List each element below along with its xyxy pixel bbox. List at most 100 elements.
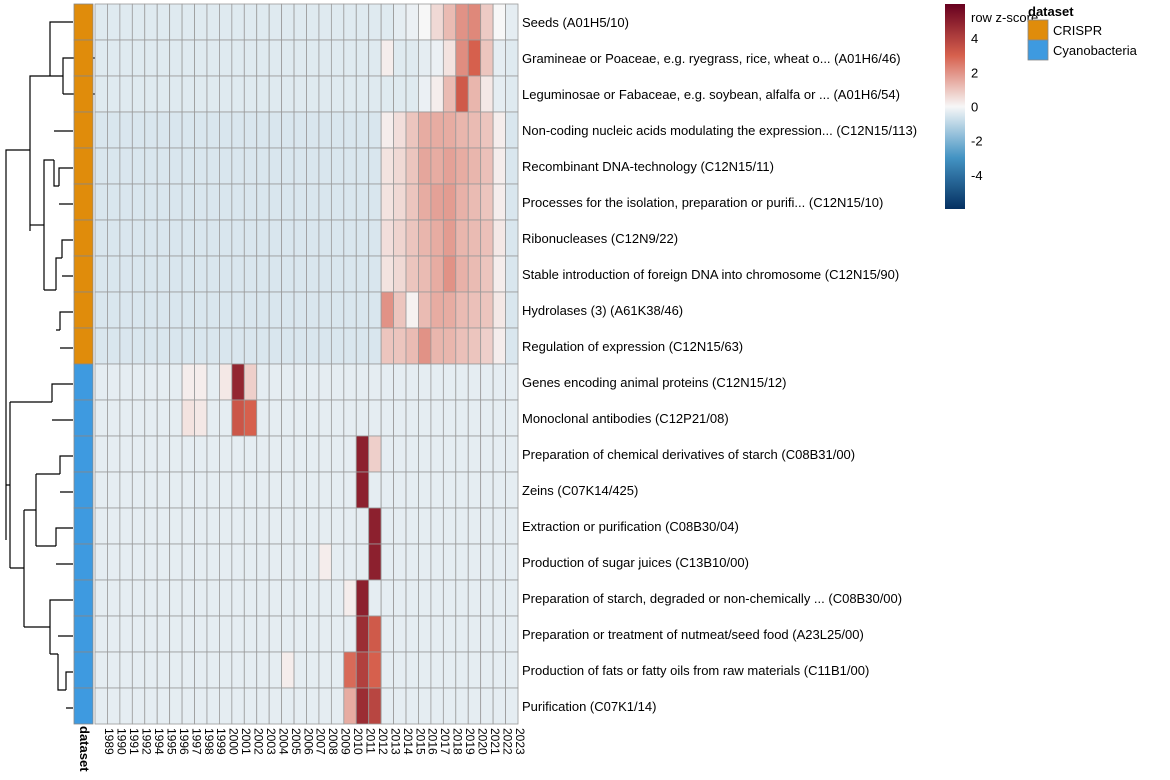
heatmap-cell	[355, 363, 370, 401]
heatmap-cell	[318, 615, 332, 653]
heatmap-cell	[293, 399, 307, 437]
heatmap-cell	[355, 507, 370, 545]
heatmap-cell	[156, 543, 171, 581]
heatmap-cell	[405, 579, 419, 617]
heatmap-cell	[219, 291, 233, 329]
heatmap-cell	[492, 255, 506, 293]
heatmap-cell	[343, 507, 357, 545]
annotation-cell	[73, 255, 94, 293]
heatmap-cell	[355, 687, 370, 725]
heatmap-cell	[380, 327, 394, 365]
heatmap-cell	[492, 219, 506, 257]
heatmap-cell	[169, 579, 183, 617]
heatmap-cell	[380, 183, 394, 221]
heatmap-cell	[442, 687, 457, 725]
heatmap-cell	[219, 543, 233, 581]
heatmap-cell	[169, 219, 183, 257]
heatmap-cell	[281, 471, 295, 509]
heatmap-cell	[306, 471, 320, 509]
heatmap-cell	[131, 507, 146, 545]
heatmap-cell	[480, 543, 494, 581]
column-label: 2008	[326, 728, 340, 755]
heatmap-cell	[455, 579, 469, 617]
heatmap-cell	[455, 147, 469, 185]
annotation-cell	[73, 75, 94, 113]
dendro-branch	[6, 402, 25, 627]
legend-label: CRISPR	[1053, 23, 1102, 38]
heatmap-cell	[94, 147, 108, 185]
heatmap-cell	[94, 183, 108, 221]
heatmap-cell	[442, 399, 457, 437]
row-labels: Seeds (A01H5/10) Gramineae or Poaceae, e.…	[522, 15, 917, 714]
heatmap-cell	[194, 3, 208, 41]
heatmap-cell	[206, 651, 220, 689]
heatmap-cell	[393, 687, 407, 725]
heatmap-cell	[219, 651, 233, 689]
heatmap-cell	[206, 363, 220, 401]
heatmap-cell	[231, 471, 245, 509]
row-label: Processes for the isolation, preparation…	[522, 195, 883, 210]
heatmap-cell	[405, 327, 419, 365]
heatmap-cell	[418, 615, 432, 653]
heatmap-cell	[119, 399, 133, 437]
heatmap-cell	[318, 327, 332, 365]
heatmap-cell	[206, 543, 220, 581]
row-label: Seeds (A01H5/10)	[522, 15, 629, 30]
heatmap-cell	[144, 111, 158, 149]
heatmap-cell	[181, 687, 195, 725]
heatmap-cell	[306, 651, 320, 689]
heatmap-cell	[330, 543, 345, 581]
heatmap-cell	[306, 39, 320, 77]
heatmap-cell	[293, 543, 307, 581]
heatmap-cell	[455, 543, 469, 581]
column-label: 1994	[152, 728, 166, 755]
heatmap-cell	[131, 327, 146, 365]
heatmap-cell	[442, 615, 457, 653]
heatmap-cell	[144, 255, 158, 293]
heatmap-cell	[107, 3, 121, 41]
heatmap-cell	[144, 39, 158, 77]
heatmap-cell	[156, 435, 171, 473]
heatmap-cell	[94, 75, 108, 113]
heatmap-cell	[467, 3, 482, 41]
row-label: Purification (C07K1/14)	[522, 699, 656, 714]
heatmap-cell	[455, 651, 469, 689]
heatmap-cell	[430, 687, 444, 725]
heatmap-cell	[131, 615, 146, 653]
heatmap-cell	[256, 435, 270, 473]
annotation-cell	[73, 579, 94, 617]
heatmap-cell	[430, 471, 444, 509]
heatmap-cell	[306, 3, 320, 41]
heatmap-cell	[393, 111, 407, 149]
heatmap-cell	[368, 399, 382, 437]
heatmap-cell	[293, 579, 307, 617]
heatmap-cell	[442, 363, 457, 401]
heatmap-cell	[107, 111, 121, 149]
heatmap-cell	[330, 507, 345, 545]
dataset-legend: dataset CRISPR Cyanobacteria	[1027, 4, 1138, 61]
heatmap-cell	[281, 147, 295, 185]
heatmap-cell	[430, 183, 444, 221]
heatmap-cell	[306, 543, 320, 581]
heatmap-cell	[418, 435, 432, 473]
heatmap-cell	[306, 579, 320, 617]
annotation-cell	[73, 39, 94, 77]
heatmap-cell	[455, 687, 469, 725]
heatmap-cell	[144, 615, 158, 653]
heatmap-cell	[219, 75, 233, 113]
heatmap-cell	[181, 579, 195, 617]
heatmap-cell	[144, 687, 158, 725]
heatmap-cell	[455, 507, 469, 545]
heatmap-cell	[393, 183, 407, 221]
colorbar: row z-score 4 2 0 -2 -4	[945, 4, 1038, 209]
heatmap-cell	[131, 687, 146, 725]
heatmap-cell	[243, 615, 258, 653]
heatmap-cell	[243, 471, 258, 509]
heatmap-cell	[194, 147, 208, 185]
heatmap-cell	[256, 543, 270, 581]
heatmap-cell	[418, 39, 432, 77]
heatmap-cell	[194, 255, 208, 293]
heatmap-cell	[306, 687, 320, 725]
heatmap-cell	[418, 327, 432, 365]
heatmap-cell	[405, 399, 419, 437]
